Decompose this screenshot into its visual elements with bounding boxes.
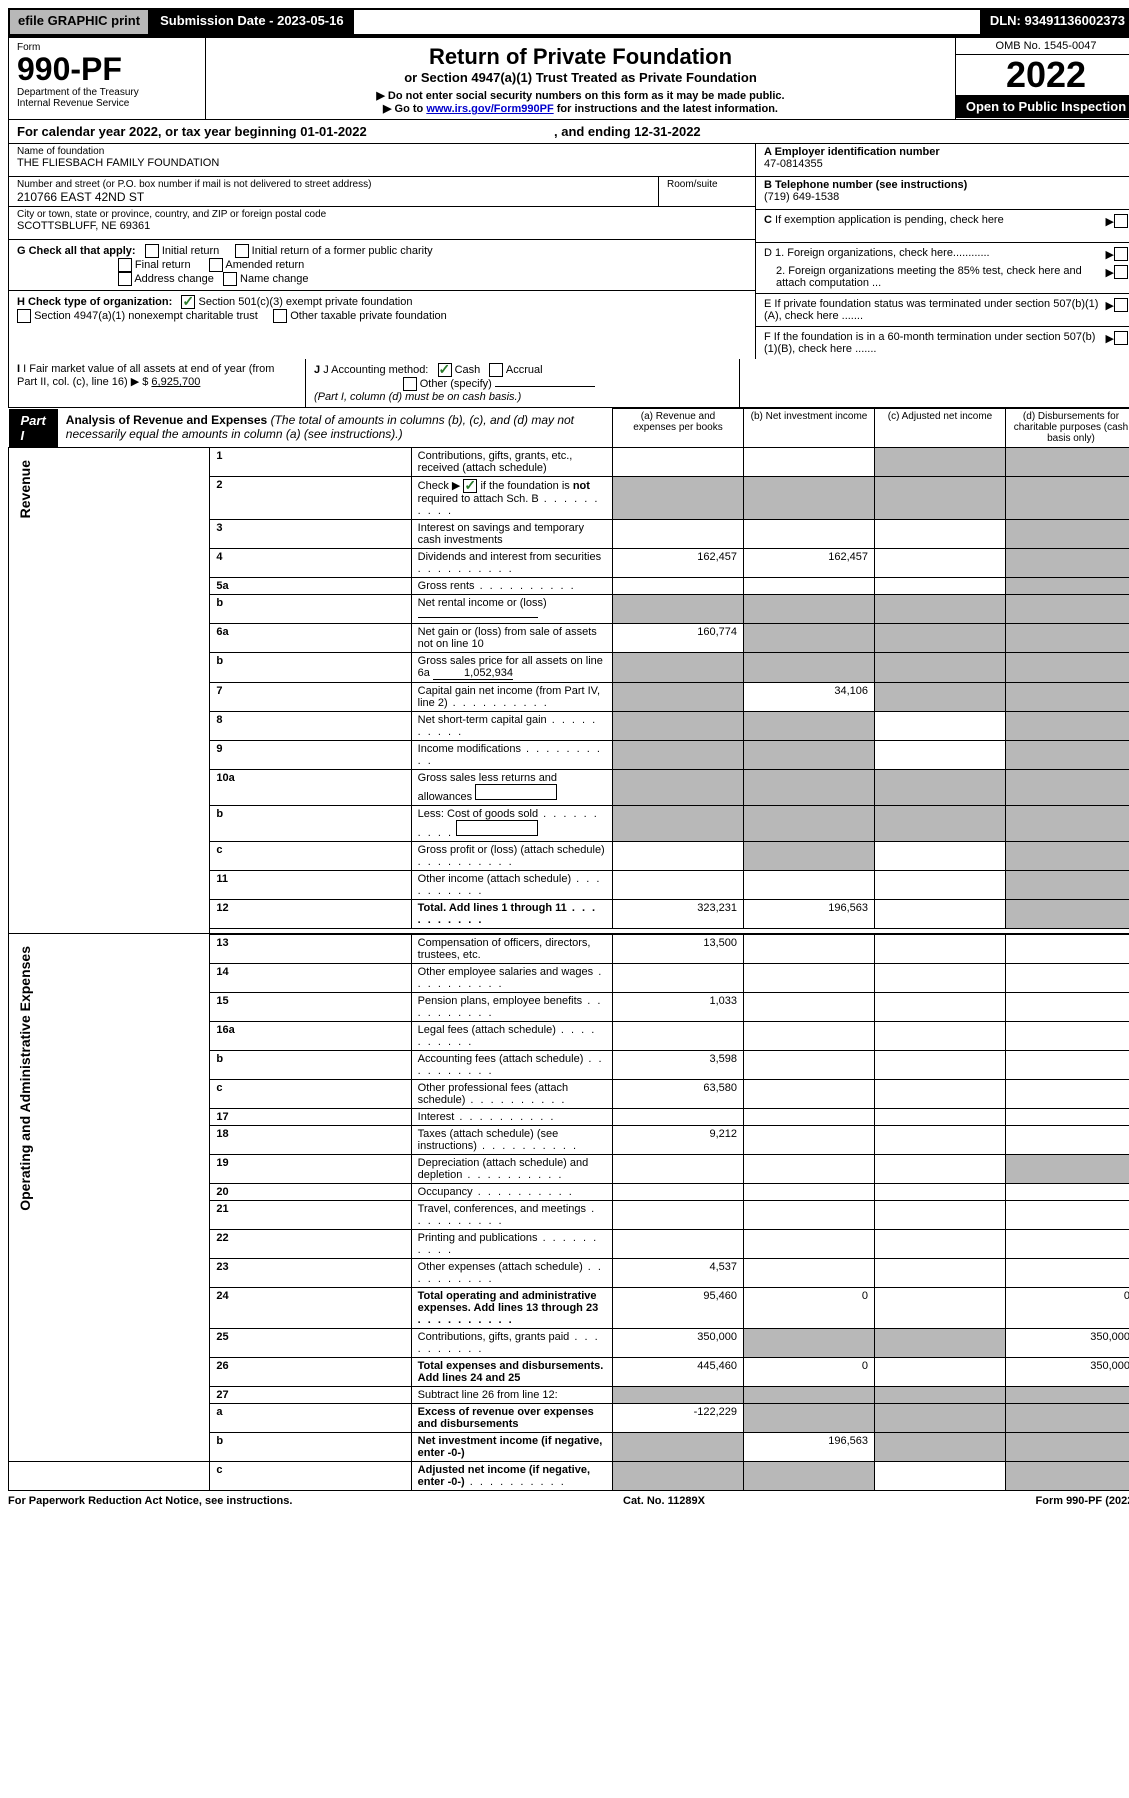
catalog-number: Cat. No. 11289X <box>623 1495 705 1507</box>
form-note-link: ▶ Go to www.irs.gov/Form990PF for instru… <box>216 102 945 115</box>
cash-checkbox[interactable] <box>438 363 452 377</box>
efile-print-button[interactable]: efile GRAPHIC print <box>10 10 150 34</box>
ein-label: A Employer identification number <box>764 146 940 158</box>
address-label: Number and street (or P.O. box number if… <box>17 179 650 190</box>
section-e-label: E If private foundation status was termi… <box>764 298 1106 322</box>
section-f-checkbox[interactable] <box>1114 331 1128 345</box>
col-c-header: (c) Adjusted net income <box>875 409 1006 448</box>
ein-value: 47-0814355 <box>764 158 823 170</box>
fmv-value: 6,925,700 <box>151 376 200 388</box>
expenses-label: Operating and Administrative Expenses <box>15 936 35 1221</box>
entity-info: Name of foundation THE FLIESBACH FAMILY … <box>8 144 1129 359</box>
col-a-header: (a) Revenue and expenses per books <box>613 409 744 448</box>
501c3-checkbox[interactable] <box>181 295 195 309</box>
paperwork-notice: For Paperwork Reduction Act Notice, see … <box>8 1495 292 1507</box>
city-label: City or town, state or province, country… <box>17 209 747 220</box>
col-b-header: (b) Net investment income <box>744 409 875 448</box>
dln-label: DLN: 93491136002373 <box>980 10 1129 34</box>
section-c-label: If exemption application is pending, che… <box>775 214 1004 226</box>
submission-date: Submission Date - 2023-05-16 <box>150 10 354 34</box>
address-value: 210766 EAST 42ND ST <box>17 190 650 204</box>
tax-year: 2022 <box>956 55 1129 95</box>
foundation-name-label: Name of foundation <box>17 146 747 157</box>
form-note-ssn: ▶ Do not enter social security numbers o… <box>216 89 945 102</box>
final-return-checkbox[interactable] <box>118 258 132 272</box>
open-public-badge: Open to Public Inspection <box>956 95 1129 118</box>
other-method-checkbox[interactable] <box>403 377 417 391</box>
initial-return-checkbox[interactable] <box>145 244 159 258</box>
section-d1-label: D 1. Foreign organizations, check here..… <box>764 247 990 259</box>
amended-return-checkbox[interactable] <box>209 258 223 272</box>
page-footer: For Paperwork Reduction Act Notice, see … <box>8 1491 1129 1511</box>
initial-former-checkbox[interactable] <box>235 244 249 258</box>
omb-number: OMB No. 1545-0047 <box>956 38 1129 55</box>
fmv-label: I Fair market value of all assets at end… <box>17 363 274 388</box>
phone-label: B Telephone number (see instructions) <box>764 179 967 191</box>
form-version: Form 990-PF (2022) <box>1036 1495 1129 1507</box>
calendar-year-row: For calendar year 2022, or tax year begi… <box>8 120 1129 144</box>
part1-label: Part I <box>9 409 58 447</box>
city-value: SCOTTSBLUFF, NE 69361 <box>17 220 747 232</box>
part1-title: Analysis of Revenue and Expenses <box>66 413 267 427</box>
revenue-label: Revenue <box>15 450 35 528</box>
form-header: Form 990-PF Department of the Treasury I… <box>8 36 1129 120</box>
section-d2-label: 2. Foreign organizations meeting the 85%… <box>764 265 1106 289</box>
part1-table: Part I Analysis of Revenue and Expenses … <box>8 408 1129 1491</box>
section-d2-checkbox[interactable] <box>1114 265 1128 279</box>
cash-basis-note: (Part I, column (d) must be on cash basi… <box>314 391 521 403</box>
accrual-checkbox[interactable] <box>489 363 503 377</box>
top-bar: efile GRAPHIC print Submission Date - 20… <box>8 8 1129 36</box>
room-label: Room/suite <box>667 179 747 190</box>
section-f-label: F If the foundation is in a 60-month ter… <box>764 331 1106 355</box>
dept-treasury: Department of the Treasury Internal Reve… <box>17 87 197 109</box>
foundation-name: THE FLIESBACH FAMILY FOUNDATION <box>17 157 747 169</box>
irs-link[interactable]: www.irs.gov/Form990PF <box>426 103 553 115</box>
name-change-checkbox[interactable] <box>223 272 237 286</box>
address-change-checkbox[interactable] <box>118 272 132 286</box>
section-c-checkbox[interactable] <box>1114 214 1128 228</box>
schb-checkbox[interactable] <box>463 479 477 493</box>
form-subtitle: or Section 4947(a)(1) Trust Treated as P… <box>216 70 945 85</box>
4947a1-checkbox[interactable] <box>17 309 31 323</box>
form-number: 990-PF <box>17 53 197 85</box>
phone-value: (719) 649-1538 <box>764 191 839 203</box>
section-g: G Check all that apply: Initial return I… <box>9 240 755 291</box>
col-d-header: (d) Disbursements for charitable purpose… <box>1006 409 1129 448</box>
section-h: H Check type of organization: Section 50… <box>9 291 755 327</box>
section-d1-checkbox[interactable] <box>1114 247 1128 261</box>
form-title: Return of Private Foundation <box>216 44 945 70</box>
section-i-j: I I Fair market value of all assets at e… <box>8 359 1129 408</box>
other-taxable-checkbox[interactable] <box>273 309 287 323</box>
section-e-checkbox[interactable] <box>1114 298 1128 312</box>
